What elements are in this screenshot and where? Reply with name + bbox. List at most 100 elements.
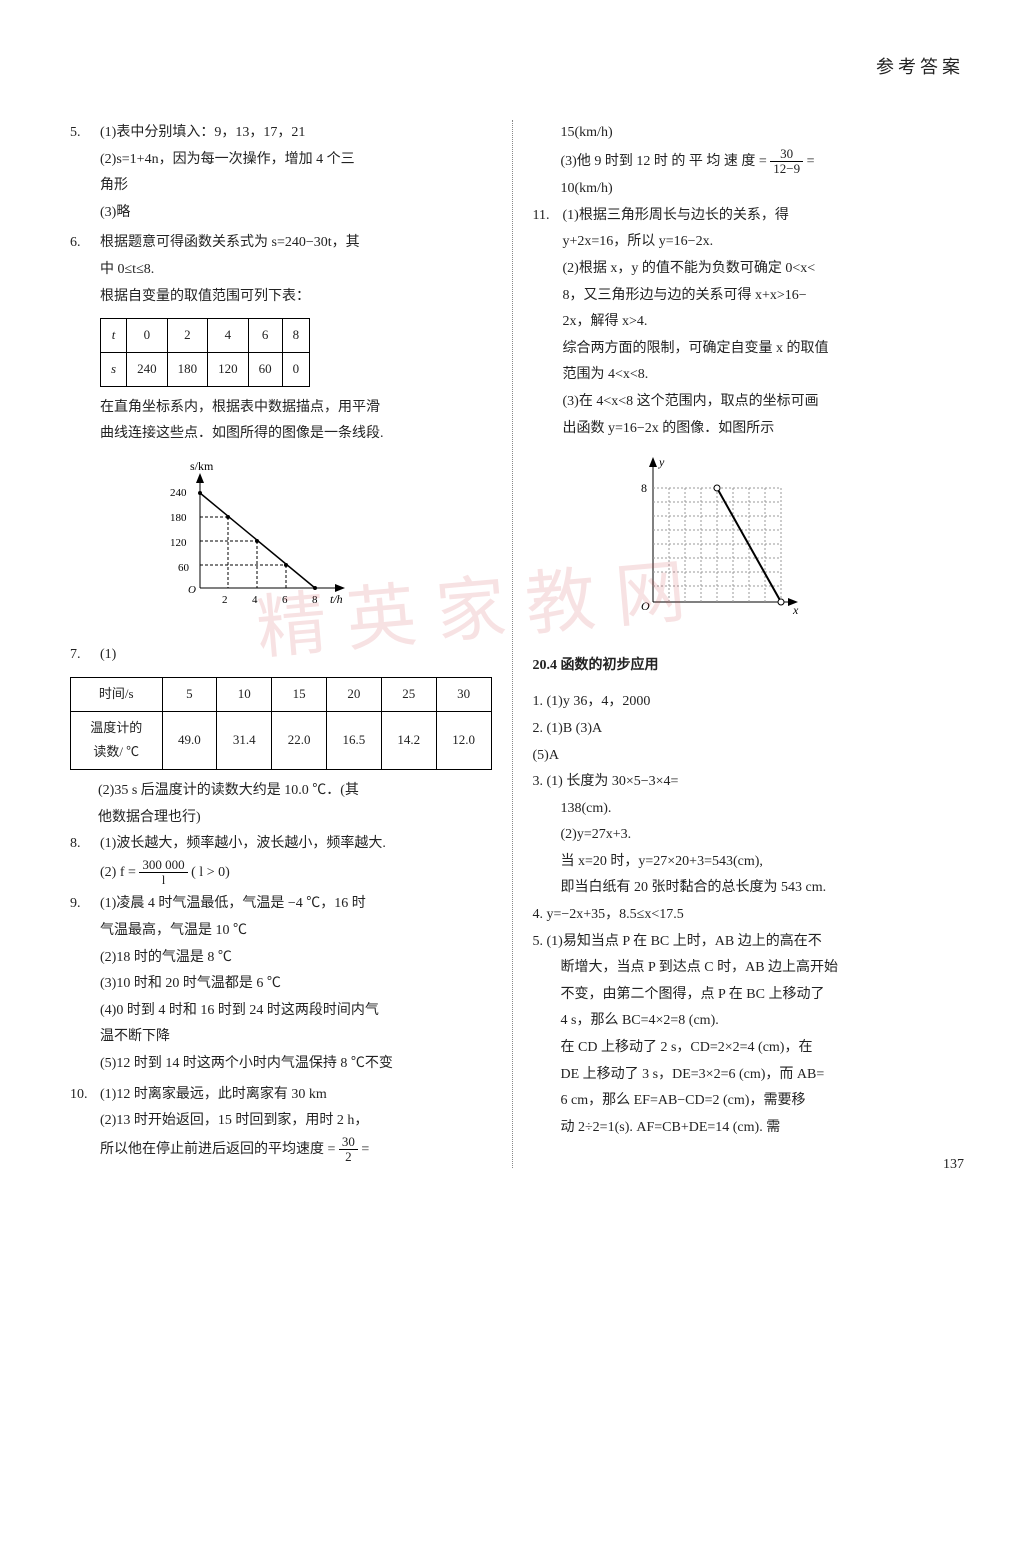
svg-text:120: 120 <box>170 537 187 549</box>
table-cell: 20 <box>326 677 381 711</box>
chart-origin: O <box>188 584 196 596</box>
q9-3: (3)10 时和 20 时气温都是 6 ℃ <box>100 971 492 998</box>
svg-text:2: 2 <box>222 594 228 606</box>
table-cell: 16.5 <box>326 711 381 769</box>
q7-num: 7. <box>70 642 100 669</box>
s-q5a: 5. (1)易知当点 P 在 BC 上时，AB 边上的高在不 <box>533 929 955 956</box>
q7-2b: 他数据合理也行) <box>98 805 492 832</box>
svg-text:t/h: t/h <box>330 592 343 606</box>
q11-2b: 8，又三角形边与边的关系可得 x+x>16− <box>563 283 955 310</box>
svg-text:O: O <box>641 599 650 613</box>
s-q3b: 138(cm). <box>561 796 955 823</box>
right-column: 15(km/h) (3)他 9 时到 12 时 的 平 均 速 度 = 3012… <box>513 120 975 1168</box>
q10-cont-3: 10(km/h) <box>561 176 955 203</box>
s-q4: 4. y=−2x+35，8.5≤x<17.5 <box>533 902 955 929</box>
q9-1a: (1)凌晨 4 时气温最低，气温是 −4 ℃，16 时 <box>100 891 492 918</box>
s-q5g: 6 cm，那么 EF=AB−CD=2 (cm)，需要移 <box>561 1088 955 1115</box>
q11-3a: (3)在 4<x<8 这个范围内，取点的坐标可画 <box>563 389 955 416</box>
table-cell: 120 <box>208 352 249 386</box>
table-cell: 时间/s <box>71 677 163 711</box>
q5-num: 5. <box>70 120 100 226</box>
table-cell: 31.4 <box>217 711 272 769</box>
table-cell: 0 <box>127 319 168 353</box>
svg-text:y: y <box>658 455 665 469</box>
table-cell: 60 <box>248 352 282 386</box>
q9-4a: (4)0 时到 4 时和 16 时到 24 时这两段时间内气 <box>100 998 492 1025</box>
q6-l2: 中 0≤t≤8. <box>100 257 492 284</box>
q11-chart: O y x 8 <box>623 452 955 633</box>
q8-num: 8. <box>70 831 100 887</box>
page-number: 137 <box>943 1152 964 1179</box>
table-cell: 12.0 <box>436 711 491 769</box>
s-q5f: DE 上移动了 3 s，DE=3×2=6 (cm)，而 AB= <box>561 1062 955 1089</box>
table-cell: 4 <box>208 319 249 353</box>
left-column: 5. (1)表中分别填入：9，13，17，21 (2)s=1+4n，因为每一次操… <box>50 120 513 1168</box>
s-q5d: 4 s，那么 BC=4×2=8 (cm). <box>561 1008 955 1035</box>
q5-3: (3)略 <box>100 200 492 227</box>
table-cell: 240 <box>127 352 168 386</box>
table-cell: t <box>101 319 127 353</box>
q10-num: 10. <box>70 1082 100 1165</box>
s-q1: 1. (1)y 36，4，2000 <box>533 689 955 716</box>
q10-cont-1: 15(km/h) <box>561 120 955 147</box>
q10-cont-2: (3)他 9 时到 12 时 的 平 均 速 度 = 3012−9 = <box>561 147 955 177</box>
table-cell: 8 <box>282 319 310 353</box>
q6-l1: 根据题意可得函数关系式为 s=240−30t，其 <box>100 230 492 257</box>
q7-table: 时间/s 5 10 15 20 25 30 温度计的 读数/ ℃ 49.0 31… <box>70 677 492 770</box>
q6-chart: s/km O 240 180 120 60 2 4 6 <box>160 458 492 629</box>
q11-1b: y+2x=16，所以 y=16−2x. <box>563 229 955 256</box>
table-cell: 15 <box>272 677 327 711</box>
table-cell: 10 <box>217 677 272 711</box>
q7-1: (1) <box>100 642 492 669</box>
q9-2: (2)18 时的气温是 8 ℃ <box>100 945 492 972</box>
svg-text:8: 8 <box>312 594 318 606</box>
svg-text:240: 240 <box>170 487 187 499</box>
table-cell: 22.0 <box>272 711 327 769</box>
q6-l3: 根据自变量的取值范围可列下表： <box>100 284 492 311</box>
q11-2c: 2x，解得 x>4. <box>563 309 955 336</box>
table-cell: 2 <box>167 319 208 353</box>
q8-2: (2) f = 300 000l ( l > 0) <box>100 858 492 888</box>
s-q5h: 动 2÷2=1(s). AF=CB+DE=14 (cm). 需 <box>561 1115 955 1142</box>
table-cell: s <box>101 352 127 386</box>
svg-text:4: 4 <box>252 594 258 606</box>
table-cell: 25 <box>381 677 436 711</box>
q9-num: 9. <box>70 891 100 1077</box>
q6-num: 6. <box>70 230 100 638</box>
table-cell: 5 <box>162 677 217 711</box>
q11-num: 11. <box>533 203 563 643</box>
table-cell: 14.2 <box>381 711 436 769</box>
s-q5b: 断增大，当点 P 到达点 C 时，AB 边上高开始 <box>561 955 955 982</box>
q11-2e: 范围为 4<x<8. <box>563 362 955 389</box>
q10-1: (1)12 时离家最远，此时离家有 30 km <box>100 1082 492 1109</box>
q8-1: (1)波长越大，频率越小，波长越小，频率越大. <box>100 831 492 858</box>
table-cell: 6 <box>248 319 282 353</box>
q5-2a: (2)s=1+4n，因为每一次操作，增加 4 个三 <box>100 147 492 174</box>
s-q5e: 在 CD 上移动了 2 s，CD=2×2=4 (cm)，在 <box>561 1035 955 1062</box>
table-cell: 0 <box>282 352 310 386</box>
s-q2b: (5)A <box>533 743 955 770</box>
q7-2a: (2)35 s 后温度计的读数大约是 10.0 ℃．(其 <box>98 778 492 805</box>
q5-2b: 角形 <box>100 173 492 200</box>
section-20-4: 20.4 函数的初步应用 <box>533 653 955 680</box>
s-q3e: 即当白纸有 20 张时黏合的总长度为 543 cm. <box>561 875 955 902</box>
s-q5c: 不变，由第二个图得，点 P 在 BC 上移动了 <box>561 982 955 1009</box>
svg-text:8: 8 <box>641 481 647 495</box>
s-q3a: 3. (1) 长度为 30×5−3×4= <box>533 769 955 796</box>
q10-3: 所以他在停止前进后返回的平均速度 = 302 = <box>100 1135 492 1165</box>
svg-text:60: 60 <box>178 562 190 574</box>
table-cell: 温度计的 读数/ ℃ <box>71 711 163 769</box>
table-cell: 30 <box>436 677 491 711</box>
q11-1a: (1)根据三角形周长与边长的关系，得 <box>563 203 955 230</box>
s-q3c: (2)y=27x+3. <box>561 822 955 849</box>
q10-2: (2)13 时开始返回，15 时回到家，用时 2 h， <box>100 1108 492 1135</box>
svg-text:180: 180 <box>170 512 187 524</box>
svg-text:6: 6 <box>282 594 288 606</box>
q6-l4: 在直角坐标系内，根据表中数据描点，用平滑 <box>100 395 492 422</box>
q6-table: t 0 2 4 6 8 s 240 180 120 60 <box>100 318 310 386</box>
q9-5: (5)12 时到 14 时这两个小时内气温保持 8 ℃不变 <box>100 1051 492 1078</box>
q6-l5: 曲线连接这些点．如图所得的图像是一条线段. <box>100 421 492 448</box>
svg-text:x: x <box>792 603 799 617</box>
page-header: 参考答案 <box>876 50 964 84</box>
q9-4b: 温不断下降 <box>100 1024 492 1051</box>
